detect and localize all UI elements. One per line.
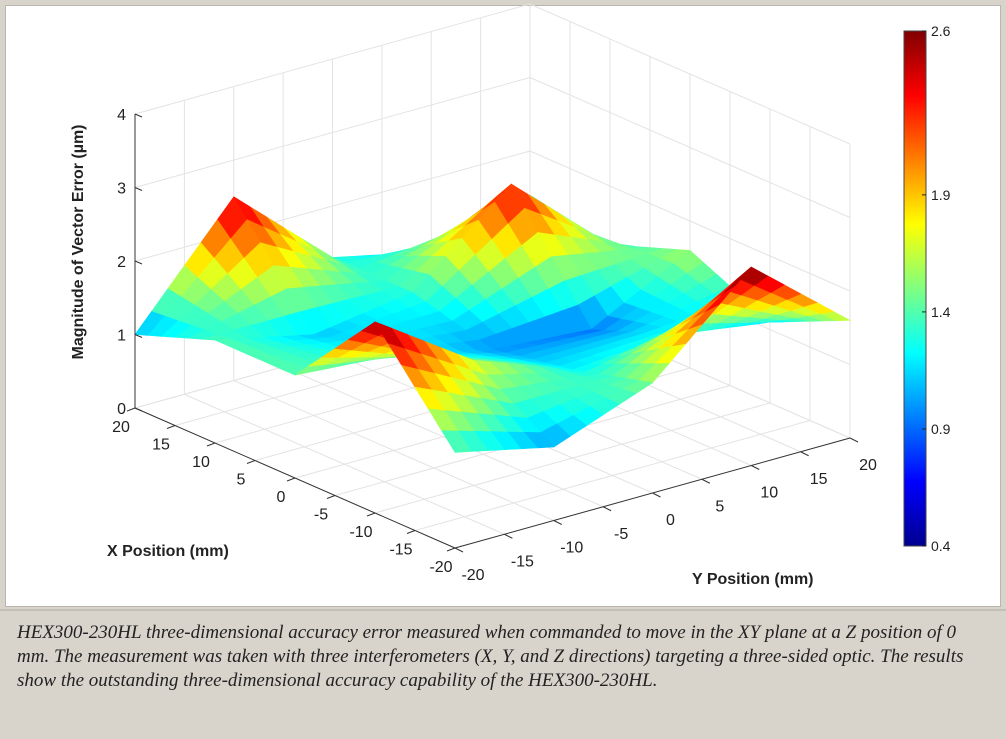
y-tick-label: 5 <box>715 498 724 515</box>
x-tick-label: 10 <box>192 454 210 471</box>
y-tick-mark <box>553 520 562 525</box>
x-tick-mark <box>206 442 216 447</box>
x-axis-ticks: 20 15 10 5 0 -5 -10 -15 -20 <box>112 407 456 576</box>
x-tick-mark <box>166 425 176 429</box>
x-tick-label: 20 <box>112 419 130 436</box>
y-tick-label: 10 <box>760 485 778 502</box>
colorbar-tick-label: 0.4 <box>931 538 951 554</box>
y-tick-label: -20 <box>461 567 484 584</box>
z-tick-mark <box>134 334 143 338</box>
x-tick-label: 0 <box>277 489 286 506</box>
x-tick-mark <box>406 530 416 534</box>
z-tick-label: 2 <box>117 254 126 271</box>
x-axis-label: X Position (mm) <box>107 543 229 560</box>
y-tick-mark <box>652 492 661 498</box>
y-tick-label: -15 <box>511 553 534 570</box>
z-tick-label: 1 <box>117 328 126 345</box>
z-tick-label: 0 <box>117 401 126 418</box>
z-tick-mark <box>134 187 143 191</box>
colorbar-ticks: 2.6 1.9 1.4 0.9 0.4 <box>922 23 951 554</box>
x-tick-mark <box>446 547 456 552</box>
z-tick-label: 3 <box>117 181 126 198</box>
y-tick-mark <box>454 547 464 553</box>
y-tick-label: -10 <box>560 540 583 557</box>
z-tick-mark <box>134 113 143 118</box>
y-tick-mark <box>602 506 612 512</box>
z-axis-label: Magnitude of Vector Error (µm) <box>70 124 87 359</box>
x-tick-label: 5 <box>237 472 246 489</box>
y-tick-mark <box>504 533 513 539</box>
wall-grid-line <box>134 3 531 115</box>
x-tick-mark <box>366 512 376 517</box>
wall-grid-line <box>529 150 851 292</box>
y-axis-line <box>454 437 851 549</box>
x-tick-mark <box>286 477 296 482</box>
y-tick-label: -5 <box>614 526 628 543</box>
colorbar-tick-label: 0.9 <box>931 421 951 437</box>
z-tick-mark <box>134 260 143 265</box>
wall-grid-line <box>529 3 851 145</box>
surface-chart: 0 1 2 3 4 20 15 10 5 0 -5 -10 -15 -20 -20 -15 -10 -5 0 5 1… <box>70 3 951 588</box>
wall-grid-line <box>529 77 851 218</box>
y-tick-label: 15 <box>810 471 828 488</box>
x-tick-label: 15 <box>152 437 170 454</box>
x-tick-label: -20 <box>429 559 452 576</box>
wall-grid-line <box>134 77 531 188</box>
z-tick-label: 4 <box>117 107 126 124</box>
y-tick-mark <box>800 451 809 457</box>
axes: 0 1 2 3 4 20 15 10 5 0 -5 -10 -15 -20 -20 -15 -10 -5 0 5 1… <box>70 107 877 588</box>
y-tick-label: 0 <box>666 512 675 529</box>
y-tick-mark <box>751 465 760 470</box>
y-axis-label: Y Position (mm) <box>692 571 814 588</box>
surface-plot <box>134 183 852 453</box>
x-tick-mark <box>246 460 256 464</box>
colorbar-gradient <box>903 30 927 547</box>
y-tick-mark <box>701 478 711 484</box>
y-tick-label: 20 <box>859 457 877 474</box>
y-axis-ticks: -20 -15 -10 -5 0 5 10 15 20 <box>454 437 877 584</box>
colorbar-tick-label: 1.4 <box>931 304 951 320</box>
x-tick-label: -15 <box>389 542 412 559</box>
x-tick-mark <box>326 495 336 499</box>
colorbar-tick-label: 1.9 <box>931 187 951 203</box>
colorbar: 2.6 1.9 1.4 0.9 0.4 <box>903 23 951 554</box>
x-tick-label: -10 <box>349 524 372 541</box>
x-axis-line <box>134 407 456 549</box>
figure-caption: HEX300-230HL three-dimensional accuracy … <box>0 609 1006 739</box>
colorbar-tick-label: 2.6 <box>931 23 951 39</box>
x-tick-label: -5 <box>314 507 328 524</box>
z-axis-ticks: 0 1 2 3 4 <box>117 107 143 418</box>
surface-patch <box>441 430 473 453</box>
x-tick-mark <box>126 407 136 412</box>
y-tick-mark <box>849 437 859 443</box>
